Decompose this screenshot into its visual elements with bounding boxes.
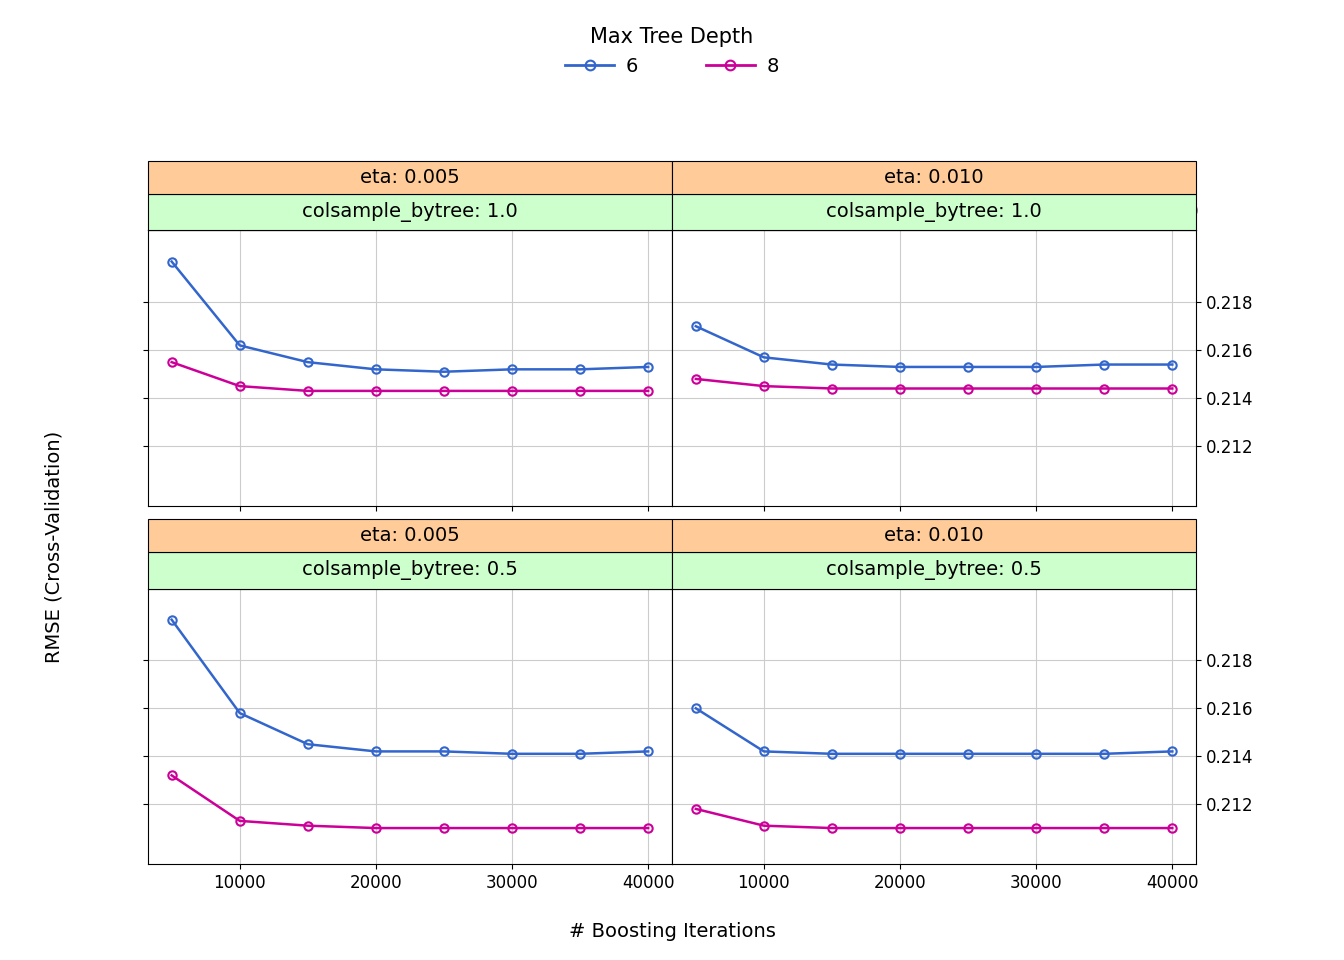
Text: eta: 0.005: eta: 0.005 [360,526,460,545]
Legend: 6, 8: 6, 8 [558,19,786,84]
Text: colsample_bytree: 1.0: colsample_bytree: 1.0 [302,203,517,222]
Text: colsample_bytree: 0.5: colsample_bytree: 0.5 [302,561,517,580]
Text: colsample_bytree: 1.0: colsample_bytree: 1.0 [827,203,1042,222]
Text: colsample_bytree: 0.5: colsample_bytree: 0.5 [827,561,1042,580]
Text: eta: 0.005: eta: 0.005 [360,168,460,187]
Text: eta: 0.010: eta: 0.010 [884,168,984,187]
Text: # Boosting Iterations: # Boosting Iterations [569,922,775,941]
Text: RMSE (Cross-Validation): RMSE (Cross-Validation) [44,431,63,663]
Text: eta: 0.010: eta: 0.010 [884,526,984,545]
